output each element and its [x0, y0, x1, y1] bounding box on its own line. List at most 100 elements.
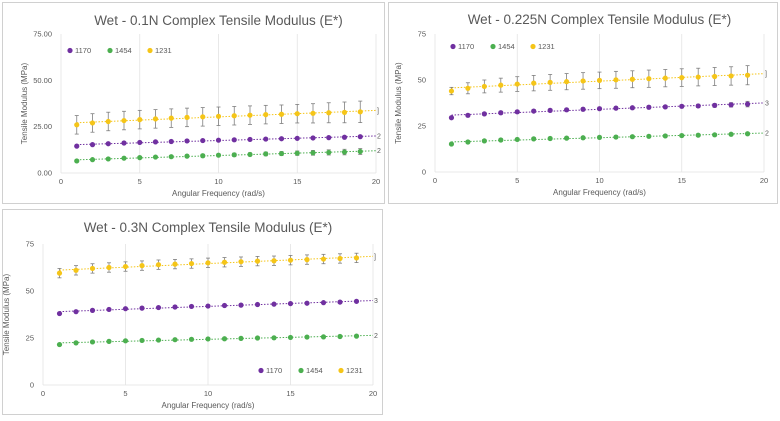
- legend-marker: [67, 47, 73, 54]
- legend-marker: [107, 47, 113, 54]
- data-point: [74, 143, 80, 149]
- chart-svg-0p225n: Wet - 0.225N Complex Tensile Modulus (E*…: [394, 12, 769, 197]
- series-1170: 2: [74, 133, 381, 149]
- data-point: [155, 304, 162, 311]
- data-point: [341, 109, 348, 115]
- data-point: [287, 300, 294, 307]
- series-1454: 2: [448, 131, 769, 147]
- trendline: [76, 109, 377, 124]
- legend-marker: [298, 367, 304, 374]
- data-point: [547, 107, 553, 113]
- data-point: [247, 136, 253, 143]
- data-point: [695, 103, 701, 109]
- data-point: [106, 264, 112, 271]
- data-point: [263, 151, 269, 157]
- data-point: [221, 302, 228, 309]
- chart-panel-0p225n: Wet - 0.225N Complex Tensile Modulus (E*…: [388, 2, 778, 204]
- data-point: [320, 256, 327, 262]
- data-point: [188, 260, 195, 267]
- trendline-end-label: 2: [377, 148, 381, 155]
- y-tick-label: 0: [422, 168, 426, 177]
- trendline: [451, 73, 765, 89]
- data-point: [137, 139, 143, 146]
- y-tick-label: 0.00: [37, 169, 52, 178]
- data-point: [357, 109, 363, 115]
- y-tick-label: 75: [418, 30, 426, 39]
- data-point: [596, 134, 603, 141]
- trendline-end-label: 3: [374, 298, 378, 305]
- data-point: [271, 301, 277, 307]
- data-point: [188, 303, 195, 310]
- data-point: [238, 259, 244, 265]
- data-point: [547, 135, 553, 142]
- chart-title: Wet - 0.3N Complex Tensile Modulus (E*): [84, 220, 333, 235]
- data-point: [294, 150, 300, 156]
- x-tick-label: 0: [433, 176, 437, 185]
- data-point: [514, 136, 520, 143]
- x-tick-label: 15: [293, 177, 301, 186]
- data-point: [105, 141, 111, 147]
- data-point: [744, 101, 751, 107]
- data-point: [89, 265, 96, 272]
- data-point: [695, 74, 701, 80]
- data-point: [728, 73, 734, 79]
- legend-label: 1231: [538, 42, 555, 51]
- data-point: [184, 114, 190, 120]
- data-point: [152, 116, 159, 122]
- x-tick-label: 20: [372, 177, 380, 186]
- data-point: [263, 112, 269, 118]
- data-point: [679, 132, 685, 139]
- data-point: [278, 111, 285, 117]
- x-tick-label: 10: [204, 389, 212, 398]
- data-point: [121, 140, 127, 146]
- trendline-end-label: ]: [374, 254, 376, 261]
- data-point: [200, 153, 206, 159]
- trendline-end-label: ]: [377, 108, 379, 115]
- legend-marker: [147, 47, 153, 54]
- data-point: [629, 105, 635, 111]
- data-point: [137, 155, 143, 161]
- x-tick-label: 20: [369, 389, 377, 398]
- series-1231: ]: [56, 252, 376, 279]
- data-point: [744, 131, 751, 137]
- data-point: [564, 107, 570, 113]
- data-point: [263, 136, 269, 142]
- data-point: [353, 333, 360, 339]
- data-point: [73, 309, 79, 315]
- data-point: [646, 133, 652, 139]
- data-point: [188, 336, 195, 342]
- trendline-end-label: 2: [765, 131, 769, 138]
- data-point: [564, 135, 570, 141]
- series-1170: 3: [448, 100, 769, 121]
- data-point: [481, 138, 487, 144]
- x-tick-label: 5: [515, 176, 519, 185]
- chart-panel-0p1n: Wet - 0.1N Complex Tensile Modulus (E*) 0…: [2, 2, 385, 204]
- data-point: [152, 139, 159, 145]
- x-tick-label: 5: [138, 177, 142, 186]
- data-point: [580, 78, 586, 84]
- y-axis-title: Tensile Modulus (MPa): [20, 62, 29, 144]
- trendline: [76, 150, 377, 161]
- data-point: [712, 102, 718, 108]
- data-point: [122, 306, 129, 312]
- legend-marker: [258, 367, 264, 374]
- data-point: [448, 88, 455, 94]
- legend-label: 1170: [75, 46, 91, 55]
- legend-label: 1170: [458, 42, 474, 51]
- data-point: [498, 82, 504, 88]
- data-point: [89, 120, 96, 126]
- chart-panel-0p3n: Wet - 0.3N Complex Tensile Modulus (E*) 0…: [2, 209, 383, 415]
- data-point: [580, 106, 586, 112]
- data-point: [247, 151, 253, 158]
- y-tick-label: 25.00: [33, 122, 52, 131]
- data-point: [448, 141, 455, 147]
- data-point: [231, 113, 237, 119]
- data-point: [137, 117, 143, 123]
- trendline: [76, 135, 377, 146]
- data-point: [304, 257, 310, 263]
- data-point: [695, 132, 701, 138]
- y-tick-label: 75.00: [33, 30, 52, 39]
- data-point: [205, 336, 211, 342]
- data-point: [341, 134, 348, 140]
- data-point: [56, 341, 63, 348]
